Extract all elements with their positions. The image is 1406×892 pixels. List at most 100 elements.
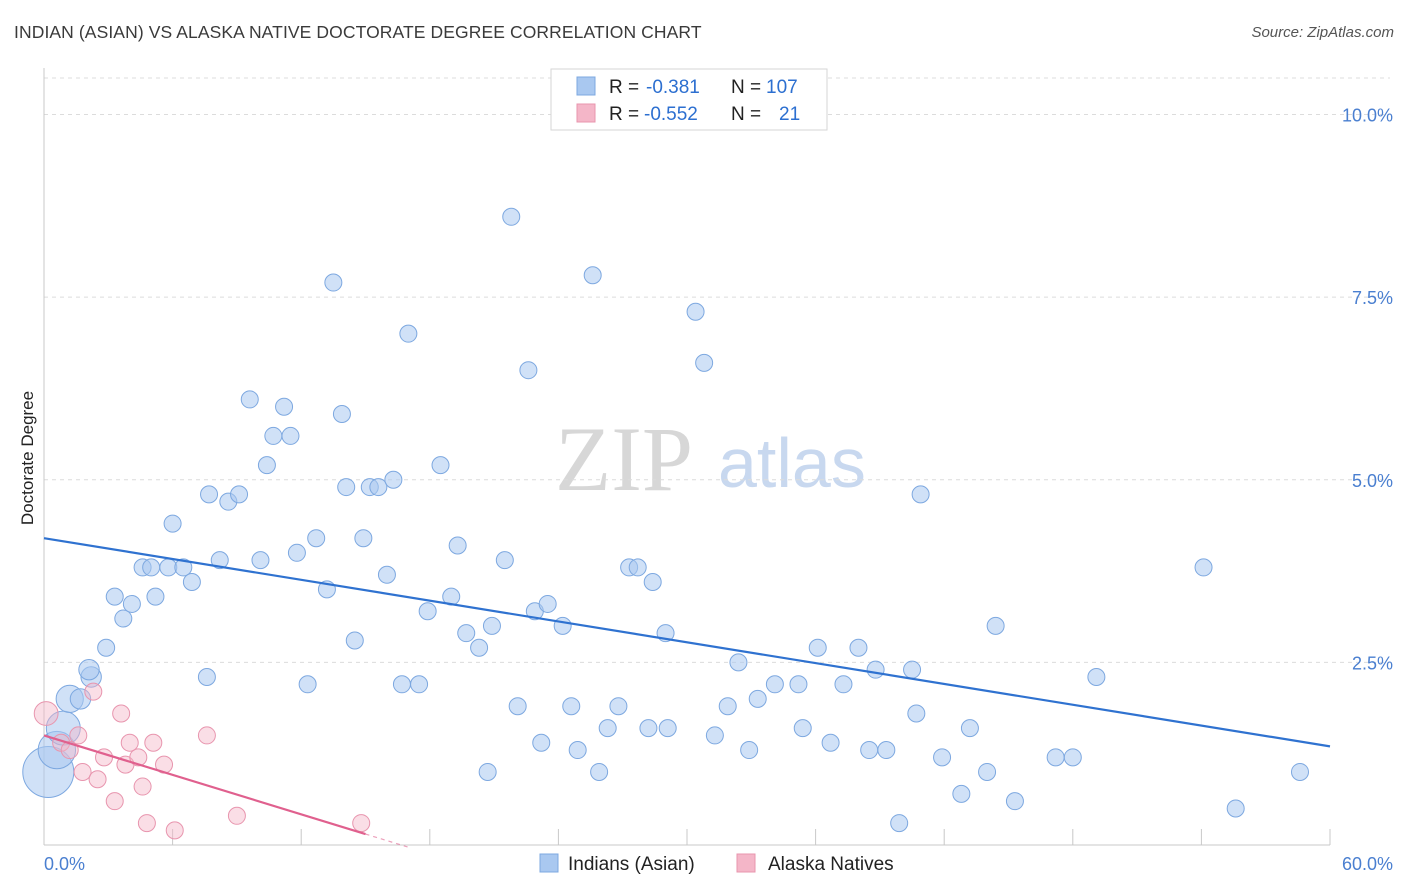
point-indians: [903, 660, 922, 679]
point-indians: [686, 302, 705, 321]
point-indians: [532, 733, 551, 752]
point-indians: [952, 784, 971, 803]
point-indians: [933, 748, 952, 767]
x-tick-label: 0.0%: [44, 854, 85, 874]
point-indians: [230, 485, 249, 504]
watermark-zip: ZIP: [555, 408, 693, 510]
point-indians: [705, 726, 724, 745]
point-indians: [307, 529, 326, 548]
point-alaska: [88, 770, 107, 789]
x-tick-label: 60.0%: [1342, 854, 1393, 874]
point-indians: [598, 719, 617, 738]
point-indians: [159, 558, 178, 577]
point-indians: [105, 587, 124, 606]
point-indians: [639, 719, 658, 738]
point-indians: [553, 616, 572, 635]
point-indians: [628, 558, 647, 577]
point-indians: [392, 675, 411, 694]
point-alaska: [227, 806, 246, 825]
point-indians: [354, 529, 373, 548]
y-tick-label: 10.0%: [1342, 106, 1393, 126]
point-indians: [729, 653, 748, 672]
legend-n-label-indians: N =: [731, 77, 761, 98]
point-indians: [765, 675, 784, 694]
point-indians: [590, 762, 609, 781]
point-indians: [470, 638, 489, 657]
point-alaska: [129, 748, 148, 767]
source-credit: Source: ZipAtlas.com: [1251, 24, 1394, 41]
y-axis-title: Doctorate Degree: [18, 391, 37, 525]
point-alaska: [84, 682, 103, 701]
point-indians: [789, 675, 808, 694]
point-indians: [448, 536, 467, 555]
point-alaska: [112, 704, 131, 723]
point-indians: [793, 719, 812, 738]
point-indians: [890, 814, 909, 833]
point-indians: [345, 631, 364, 650]
point-alaska: [60, 741, 79, 760]
point-indians: [508, 697, 527, 716]
point-indians: [1194, 558, 1213, 577]
point-indians: [695, 353, 714, 372]
point-indians: [907, 704, 926, 723]
legend-n-value-alaska: 21: [779, 104, 800, 125]
series-legend: Indians (Asian) Alaska Natives: [539, 853, 894, 875]
y-tick-label: 5.0%: [1352, 471, 1393, 491]
point-indians: [1063, 748, 1082, 767]
point-indians: [748, 689, 767, 708]
point-indians: [275, 397, 294, 416]
point-indians: [298, 675, 317, 694]
point-indians: [519, 361, 538, 380]
point-indians: [960, 719, 979, 738]
point-indians: [568, 741, 587, 760]
point-indians: [583, 266, 602, 285]
point-indians: [1290, 762, 1309, 781]
point-indians: [197, 667, 216, 686]
point-indians: [97, 638, 116, 657]
legend-r-label-alaska: R =: [609, 104, 639, 125]
point-indians: [978, 762, 997, 781]
point-alaska: [197, 726, 216, 745]
point-indians: [78, 658, 100, 681]
point-indians: [877, 741, 896, 760]
point-indians: [287, 543, 306, 562]
point-indians: [740, 741, 759, 760]
point-indians: [478, 762, 497, 781]
point-indians: [200, 485, 219, 504]
point-indians: [377, 565, 396, 584]
point-indians: [163, 514, 182, 533]
point-indians: [431, 456, 450, 475]
point-indians: [562, 697, 581, 716]
stats-legend: R = -0.381 N = 107 R = -0.552 N = 21: [550, 68, 828, 131]
point-alaska: [165, 821, 184, 840]
y-tick-label: 7.5%: [1352, 288, 1393, 308]
point-indians: [821, 733, 840, 752]
point-indians: [257, 456, 276, 475]
legend-swatch-alaska: [576, 103, 596, 123]
point-indians: [495, 551, 514, 570]
point-indians: [182, 573, 201, 592]
point-alaska: [33, 701, 59, 726]
trend-lines: [43, 537, 1331, 848]
point-indians: [609, 697, 628, 716]
point-indians: [718, 697, 737, 716]
legend-n-value-indians: 107: [766, 77, 798, 98]
point-indians: [1226, 799, 1245, 818]
point-indians: [866, 660, 885, 679]
stats-legend-frame: [550, 68, 828, 131]
point-indians: [911, 485, 930, 504]
legend-n-label-alaska: N =: [731, 104, 761, 125]
point-indians: [399, 324, 418, 343]
point-indians: [410, 675, 429, 694]
point-indians: [1005, 792, 1024, 811]
point-indians: [251, 551, 270, 570]
trend-line-alaska: [43, 734, 366, 836]
chart-title: INDIAN (ASIAN) VS ALASKA NATIVE DOCTORAT…: [14, 22, 702, 42]
point-indians: [146, 587, 165, 606]
point-indians: [332, 405, 351, 424]
point-indians: [122, 594, 141, 613]
point-indians: [457, 624, 476, 643]
series-legend-swatch-alaska: [736, 853, 756, 873]
point-indians: [834, 675, 853, 694]
point-indians: [337, 478, 356, 497]
